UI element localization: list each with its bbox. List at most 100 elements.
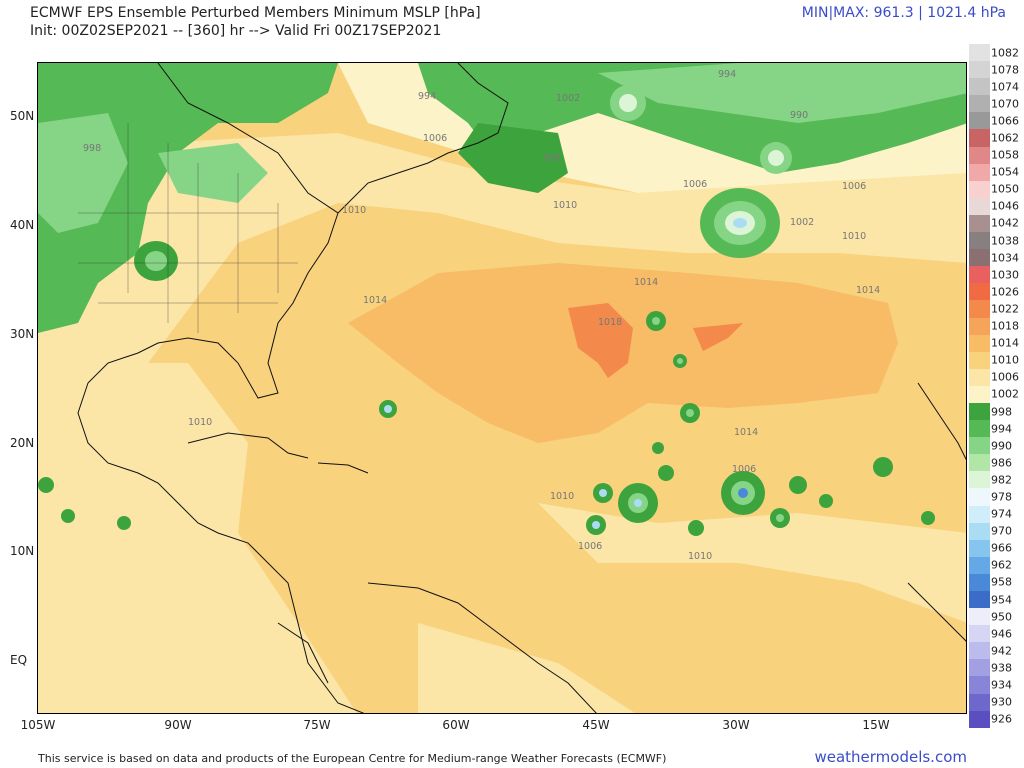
colorbar-label: 1002 bbox=[991, 387, 1019, 401]
lat-label-10n: 10N bbox=[10, 544, 35, 558]
colorbar-entry: 1026 bbox=[969, 283, 1021, 301]
colorbar-label: 1030 bbox=[991, 268, 1019, 282]
min-max-readout: MIN|MAX: 961.3 | 1021.4 hPa bbox=[801, 5, 1006, 21]
colorbar-swatch bbox=[969, 232, 990, 250]
pressure-field-994-newfoundland bbox=[458, 123, 568, 193]
colorbar-entry: 1038 bbox=[969, 232, 1021, 250]
low-mid-atlantic bbox=[700, 188, 780, 258]
colorbar-swatch bbox=[969, 61, 990, 79]
colorbar-swatch bbox=[969, 454, 990, 472]
colorbar-label: 1050 bbox=[991, 182, 1019, 196]
colorbar-entry: 974 bbox=[969, 505, 1021, 523]
colorbar-entry: 938 bbox=[969, 659, 1021, 677]
colorbar-label: 926 bbox=[991, 712, 1012, 726]
contour-label: 1010 bbox=[688, 551, 712, 562]
contour-label: 1002 bbox=[556, 93, 580, 104]
contour-label: 994 bbox=[418, 91, 436, 102]
colorbar-entry: 930 bbox=[969, 693, 1021, 711]
colorbar-label: 1074 bbox=[991, 80, 1019, 94]
contour-label: 1014 bbox=[634, 277, 658, 288]
lon-label-60w: 60W bbox=[442, 718, 470, 732]
colorbar-swatch bbox=[969, 402, 990, 421]
contour-label: 1010 bbox=[342, 205, 366, 216]
colorbar-entry: 1070 bbox=[969, 95, 1021, 113]
contour-label: 994 bbox=[718, 69, 736, 80]
colorbar-entry: 1002 bbox=[969, 385, 1021, 403]
colorbar-label: 954 bbox=[991, 593, 1012, 607]
colorbar-swatch bbox=[969, 488, 990, 506]
contour-label: 1014 bbox=[363, 295, 387, 306]
colorbar-swatch bbox=[969, 437, 990, 455]
colorbar-entry: 1050 bbox=[969, 180, 1021, 198]
pressure-field-1018-core-east bbox=[693, 323, 743, 351]
chart-subtitle: Init: 00Z02SEP2021 -- [360] hr --> Valid… bbox=[30, 23, 442, 39]
lon-label-105w: 105W bbox=[20, 718, 56, 732]
colorbar-label: 986 bbox=[991, 456, 1012, 470]
colorbar-swatch bbox=[969, 351, 990, 369]
colorbar-entry: 958 bbox=[969, 573, 1021, 591]
colorbar-entry: 946 bbox=[969, 625, 1021, 643]
colorbar-label: 1038 bbox=[991, 234, 1019, 248]
colorbar-label: 1078 bbox=[991, 63, 1019, 77]
colorbar-label: 1042 bbox=[991, 216, 1019, 230]
colorbar-label: 930 bbox=[991, 695, 1012, 709]
pressure-field-990-north-atlantic bbox=[598, 63, 966, 123]
colorbar-label: 1018 bbox=[991, 319, 1019, 333]
colorbar-label: 1062 bbox=[991, 131, 1019, 145]
colorbar-swatch bbox=[969, 368, 990, 386]
map-canvas: 998 994 1002 1006 1010 1014 1018 990 100… bbox=[38, 63, 966, 713]
contour-label: 1006 bbox=[683, 179, 707, 190]
colorbar-label: 1022 bbox=[991, 302, 1019, 316]
lon-label-15w: 15W bbox=[862, 718, 890, 732]
colorbar-swatch bbox=[969, 78, 990, 96]
contour-label: 1006 bbox=[842, 181, 866, 192]
contour-label: 1014 bbox=[856, 285, 880, 296]
colorbar-entry: 1062 bbox=[969, 129, 1021, 147]
colorbar-swatch bbox=[969, 676, 990, 694]
colorbar-entry: 1082 bbox=[969, 44, 1021, 62]
colorbar-entry: 982 bbox=[969, 471, 1021, 489]
colorbar-entry: 926 bbox=[969, 710, 1021, 728]
colorbar-swatch bbox=[969, 146, 990, 164]
colorbar-label: 1082 bbox=[991, 46, 1019, 60]
colorbar-label: 962 bbox=[991, 558, 1012, 572]
colorbar-swatch bbox=[969, 591, 990, 609]
colorbar-entry: 994 bbox=[969, 420, 1021, 438]
contour-label: 1018 bbox=[598, 317, 622, 328]
colorbar-label: 946 bbox=[991, 627, 1012, 641]
contour-label: 998 bbox=[543, 153, 561, 164]
colorbar-swatch bbox=[969, 112, 990, 130]
pressure-field-1018-core-west bbox=[568, 303, 633, 378]
colorbar-swatch bbox=[969, 249, 990, 267]
colorbar-label: 998 bbox=[991, 405, 1012, 419]
contour-label: 1006 bbox=[578, 541, 602, 552]
colorbar-entry: 1030 bbox=[969, 266, 1021, 284]
colorbar-swatch bbox=[969, 420, 990, 438]
lon-label-75w: 75W bbox=[303, 718, 331, 732]
contour-label: 1010 bbox=[553, 200, 577, 211]
contour-label: 1010 bbox=[842, 231, 866, 242]
colorbar-swatch bbox=[969, 129, 990, 147]
colorbar-entry: 1018 bbox=[969, 317, 1021, 335]
brand-link[interactable]: weathermodels.com bbox=[814, 748, 967, 766]
colorbar-entry: 1046 bbox=[969, 197, 1021, 215]
colorbar-swatch bbox=[969, 197, 990, 215]
colorbar-label: 990 bbox=[991, 439, 1012, 453]
lat-label-eq: EQ bbox=[10, 653, 28, 667]
colorbar-entry: 1022 bbox=[969, 300, 1021, 318]
colorbar-swatch bbox=[969, 163, 990, 181]
colorbar-label: 950 bbox=[991, 610, 1012, 624]
lon-label-30w: 30W bbox=[722, 718, 750, 732]
colorbar-swatch bbox=[969, 659, 990, 677]
contour-label: 1010 bbox=[188, 417, 212, 428]
contour-labels: 998 994 1002 1006 1010 1014 1018 990 100… bbox=[83, 69, 880, 562]
colorbar-entry: 1074 bbox=[969, 78, 1021, 96]
colorbar-entry: 934 bbox=[969, 676, 1021, 694]
colorbar-label: 970 bbox=[991, 524, 1012, 538]
pressure-field-990-north-america bbox=[38, 113, 128, 233]
lat-label-30n: 30N bbox=[10, 327, 35, 341]
colorbar-label: 1058 bbox=[991, 148, 1019, 162]
colorbar-swatch bbox=[969, 539, 990, 557]
colorbar-entry: 1006 bbox=[969, 368, 1021, 386]
contour-label: 1006 bbox=[423, 133, 447, 144]
